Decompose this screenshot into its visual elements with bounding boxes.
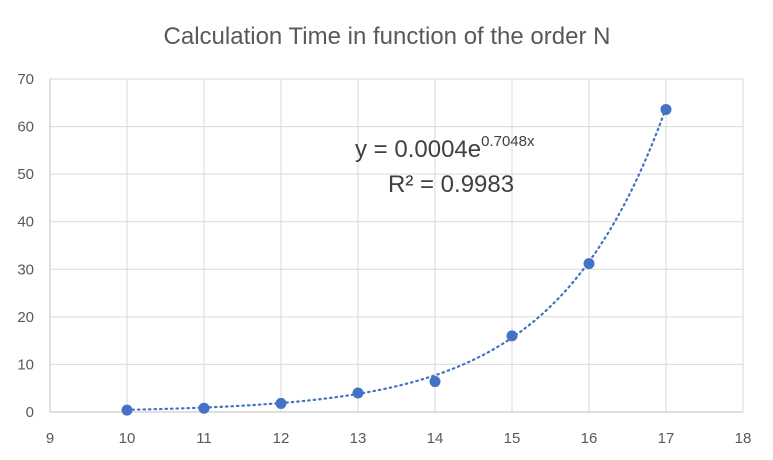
y-tick-label-10: 10 (17, 356, 34, 373)
x-tick-label-13: 13 (350, 430, 367, 447)
x-tick-label-11: 11 (196, 430, 212, 447)
equation-base: y = 0.0004e (355, 136, 481, 163)
y-tick-label-60: 60 (17, 119, 34, 136)
data-point-16 (583, 258, 595, 270)
y-tick-label-30: 30 (17, 261, 34, 278)
y-tick-label-0: 0 (26, 404, 34, 421)
y-tick-label-70: 70 (17, 71, 34, 88)
x-tick-label-12: 12 (273, 430, 290, 447)
y-tick-label-50: 50 (17, 166, 34, 183)
trendline (125, 106, 668, 411)
data-points (121, 103, 672, 416)
x-tick-label-15: 15 (504, 430, 521, 447)
x-tick-label-14: 14 (427, 430, 444, 447)
data-point-10 (121, 404, 133, 416)
data-point-12 (275, 397, 287, 409)
chart-title: Calculation Time in function of the orde… (164, 23, 611, 50)
equation-exponent: 0.7048x (481, 133, 535, 150)
x-tick-label-17: 17 (658, 430, 675, 447)
trendline-equation: y = 0.0004e0.7048x (355, 133, 535, 163)
r-squared-label: R² = 0.9983 (388, 171, 514, 198)
y-tick-label-40: 40 (17, 214, 34, 231)
axes (49, 79, 743, 413)
data-point-11 (198, 402, 210, 414)
gridlines (50, 78, 744, 412)
data-point-17 (660, 103, 672, 115)
x-tick-label-10: 10 (119, 430, 136, 447)
x-tick-label-16: 16 (581, 430, 598, 447)
data-point-14 (429, 376, 441, 388)
x-tick-label-18: 18 (735, 430, 752, 447)
x-tick-label-9: 9 (46, 430, 54, 447)
data-point-13 (352, 387, 364, 399)
tick-labels: 0 10 20 30 40 50 60 70 9 10 11 12 13 14 15 16 17 18 (17, 71, 751, 447)
y-tick-label-20: 20 (17, 309, 34, 326)
data-point-15 (506, 330, 518, 342)
